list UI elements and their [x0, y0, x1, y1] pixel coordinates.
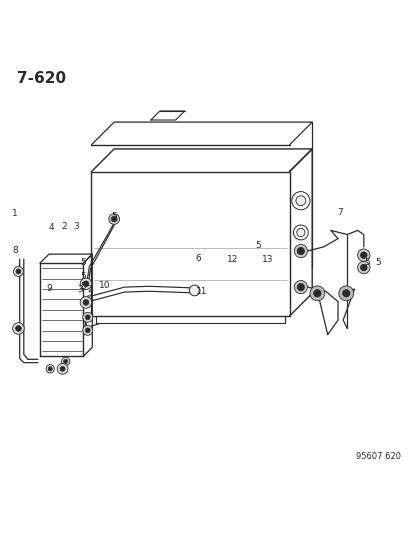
Circle shape: [297, 247, 304, 255]
Circle shape: [357, 261, 369, 274]
Text: 5: 5: [363, 258, 369, 267]
Circle shape: [80, 297, 92, 308]
Circle shape: [294, 245, 307, 257]
Text: 10: 10: [99, 281, 110, 290]
Text: 3: 3: [77, 285, 83, 294]
Circle shape: [13, 322, 24, 334]
Text: 6: 6: [195, 254, 200, 263]
Circle shape: [57, 364, 68, 374]
Text: 8: 8: [13, 246, 19, 255]
Text: 11: 11: [196, 287, 207, 296]
Text: 2: 2: [62, 222, 67, 231]
Circle shape: [313, 289, 320, 297]
Circle shape: [85, 328, 90, 333]
Circle shape: [189, 285, 199, 296]
Circle shape: [83, 312, 93, 322]
Circle shape: [83, 281, 89, 287]
Text: 3: 3: [73, 222, 79, 231]
Circle shape: [111, 216, 117, 222]
Circle shape: [16, 326, 21, 332]
Text: 5: 5: [111, 212, 117, 221]
Text: 5: 5: [255, 240, 261, 249]
Circle shape: [85, 315, 90, 320]
Circle shape: [295, 196, 305, 206]
Text: 5: 5: [80, 272, 86, 281]
Circle shape: [46, 365, 54, 373]
Circle shape: [62, 357, 70, 366]
Text: 7: 7: [336, 208, 342, 217]
Circle shape: [83, 300, 89, 305]
Circle shape: [60, 366, 65, 372]
Text: 5: 5: [80, 282, 86, 291]
Circle shape: [14, 266, 23, 277]
Circle shape: [296, 228, 304, 237]
Text: 7-620: 7-620: [17, 70, 66, 85]
Circle shape: [338, 286, 353, 301]
Text: 12: 12: [226, 255, 238, 264]
Circle shape: [16, 269, 21, 274]
Circle shape: [64, 359, 68, 364]
Circle shape: [342, 289, 349, 297]
Circle shape: [309, 286, 324, 301]
Circle shape: [80, 278, 92, 289]
Text: 2: 2: [88, 285, 93, 294]
Circle shape: [48, 367, 52, 371]
Circle shape: [83, 325, 93, 335]
Text: 9: 9: [46, 284, 52, 293]
Circle shape: [297, 284, 304, 291]
Circle shape: [357, 249, 369, 261]
Text: 13: 13: [261, 255, 272, 264]
Text: 4: 4: [48, 223, 54, 232]
Circle shape: [360, 252, 366, 259]
Text: 5: 5: [80, 258, 86, 267]
Circle shape: [109, 214, 119, 224]
Circle shape: [294, 280, 307, 294]
Text: 5: 5: [375, 258, 380, 267]
Text: 95607 620: 95607 620: [355, 453, 400, 461]
Circle shape: [360, 264, 366, 271]
Text: 1: 1: [12, 209, 18, 218]
